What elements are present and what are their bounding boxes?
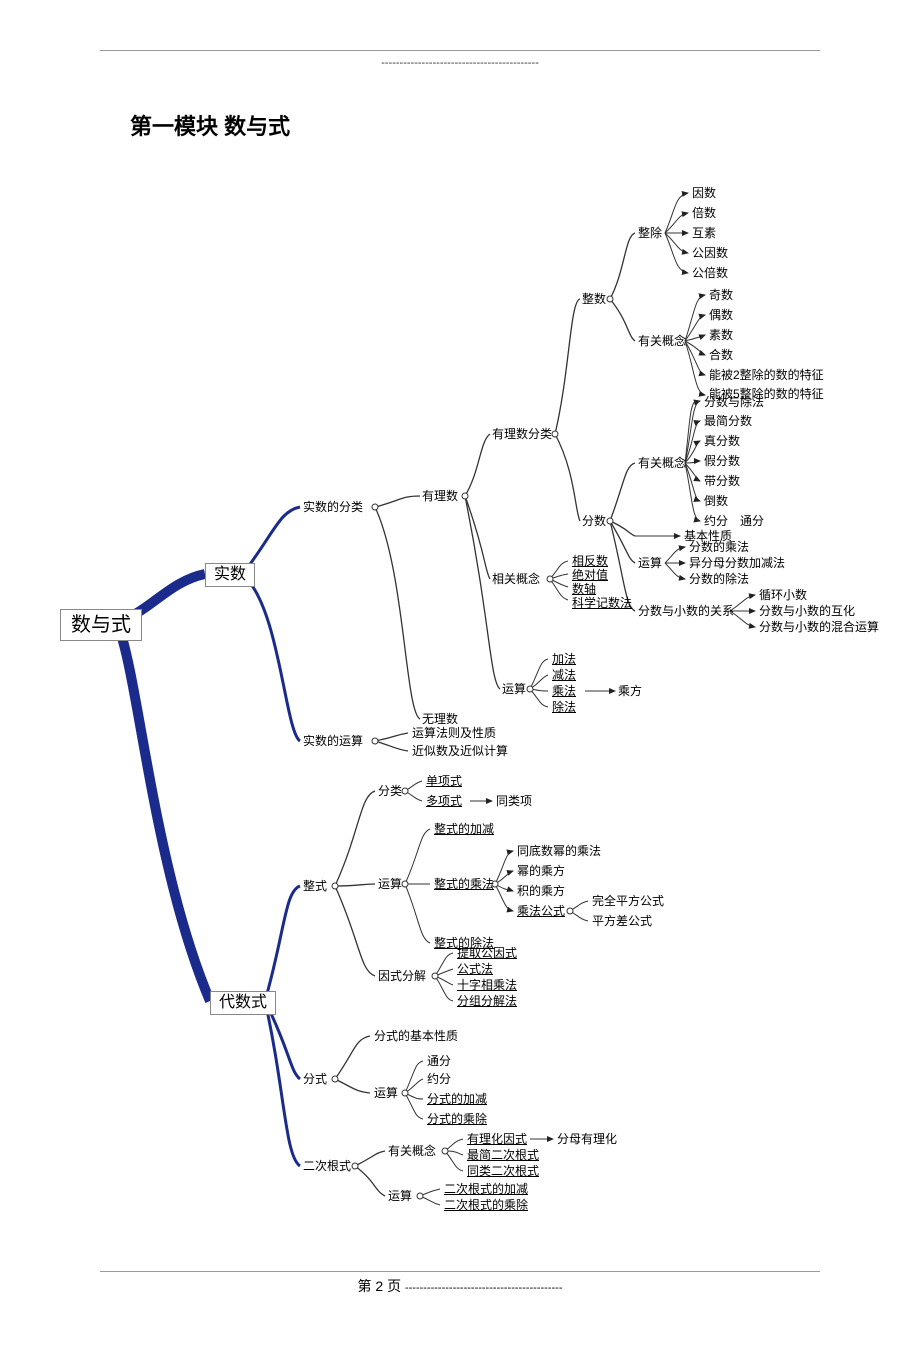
leaf-mul-formula: 乘法公式 — [517, 904, 565, 918]
leaf: 科学记数法 — [572, 596, 632, 610]
leaf: 减法 — [552, 668, 576, 682]
leaf: 幂的乘方 — [517, 864, 565, 878]
leaf: 互素 — [692, 226, 716, 240]
leaf: 通分 — [427, 1054, 451, 1068]
node-real-classify: 实数的分类 — [303, 500, 363, 514]
leaf: 同底数幂的乘法 — [517, 844, 601, 858]
leaf: 数轴 — [572, 582, 596, 596]
leaf: 十字相乘法 — [457, 978, 517, 992]
leaf: 假分数 — [704, 454, 740, 468]
leaf: 乘法 — [552, 684, 576, 698]
leaf: 分数与除法 — [704, 395, 764, 409]
leaf: 分母有理化 — [557, 1132, 617, 1146]
leaf: 分组分解法 — [457, 994, 517, 1008]
page-label-prefix: 第 — [358, 1278, 376, 1294]
node-real: 实数 — [205, 563, 255, 587]
leaf: 合数 — [709, 348, 733, 362]
node-ercigenshi: 二次根式 — [303, 1159, 351, 1173]
top-dashes: ----------------------------------------… — [60, 57, 860, 69]
leaf: 同类项 — [496, 794, 532, 808]
page-label-suffix: 页 — [383, 1278, 401, 1294]
page-footer: 第 2 页 ----------------------------------… — [60, 1271, 860, 1296]
leaf: 通分 — [740, 514, 764, 528]
leaf: 能被2整除的数的特征 — [709, 368, 824, 382]
leaf: 约分 — [427, 1072, 451, 1086]
leaf: 运算法则及性质 — [412, 726, 496, 740]
node-ops: 运算 — [502, 682, 526, 696]
node-related: 相关概念 — [492, 572, 540, 586]
leaf: 平方差公式 — [592, 914, 652, 928]
leaf: 公式法 — [457, 962, 493, 976]
leaf: 异分母分数加减法 — [689, 556, 785, 570]
node-rational: 有理数 — [422, 489, 458, 503]
node-frac-dec: 分数与小数的关系 — [638, 604, 734, 618]
node-int-rel: 有关概念 — [638, 334, 686, 348]
leaf: 近似数及近似计算 — [412, 744, 508, 758]
leaf: 完全平方公式 — [592, 894, 664, 908]
leaf: 整式的加减 — [434, 822, 494, 836]
leaf: 加法 — [552, 652, 576, 666]
leaf: 分式的加减 — [427, 1092, 487, 1106]
leaf: 真分数 — [704, 434, 740, 448]
leaf: 循环小数 — [759, 588, 807, 602]
node-zhengshi: 整式 — [303, 879, 327, 893]
leaf: 多项式 — [426, 794, 462, 808]
leaf: 奇数 — [709, 288, 733, 302]
node-fs-basic: 分式的基本性质 — [374, 1029, 458, 1043]
leaf: 乘方 — [618, 684, 642, 698]
leaf: 约分 — [704, 514, 728, 528]
leaf: 除法 — [552, 700, 576, 714]
leaf: 积的乘方 — [517, 884, 565, 898]
leaf: 公因数 — [692, 246, 728, 260]
root-node: 数与式 — [60, 609, 142, 641]
leaf: 素数 — [709, 328, 733, 342]
leaf: 倒数 — [704, 494, 728, 508]
leaf: 相反数 — [572, 554, 608, 568]
node-int: 整数 — [582, 292, 606, 306]
node-frac: 分数 — [582, 514, 606, 528]
node-fs-ops: 运算 — [374, 1086, 398, 1100]
leaf: 公倍数 — [692, 266, 728, 280]
leaf: 有理化因式 — [467, 1132, 527, 1146]
leaf: 带分数 — [704, 474, 740, 488]
node-frac-ops: 运算 — [638, 556, 662, 570]
node-real-calc: 实数的运算 — [303, 734, 363, 748]
leaf: 分数与小数的混合运算 — [759, 620, 879, 634]
leaf: 最简二次根式 — [467, 1148, 539, 1162]
node-rt-concept: 有关概念 — [388, 1144, 436, 1158]
node-zs-classify: 分类 — [378, 784, 402, 798]
node-frac-rel: 有关概念 — [638, 456, 686, 470]
mindmap: 数与式 实数 代数式 实数的分类 实数的运算 有理数 无理数 有理数分类 相关概… — [60, 171, 860, 1251]
footer-dashes: ----------------------------------------… — [405, 1282, 563, 1294]
node-fenshi: 分式 — [303, 1072, 327, 1086]
node-zs-ops: 运算 — [378, 877, 402, 891]
leaf: 分数的乘法 — [689, 540, 749, 554]
leaf: 二次根式的乘除 — [444, 1198, 528, 1212]
page-title: 第一模块 数与式 — [130, 109, 860, 141]
leaf: 同类二次根式 — [467, 1164, 539, 1178]
leaf: 分式的乘除 — [427, 1112, 487, 1126]
node-zs-factor: 因式分解 — [378, 969, 426, 983]
leaf: 绝对值 — [572, 568, 608, 582]
node-int-div: 整除 — [638, 226, 662, 240]
node-rational-classify: 有理数分类 — [492, 427, 552, 441]
node-rt-ops: 运算 — [388, 1189, 412, 1203]
leaf: 二次根式的加减 — [444, 1182, 528, 1196]
node-algebra: 代数式 — [210, 991, 276, 1015]
leaf: 单项式 — [426, 774, 462, 788]
leaf: 最简分数 — [704, 414, 752, 428]
leaf: 偶数 — [709, 308, 733, 322]
leaf: 分数的除法 — [689, 572, 749, 586]
leaf: 因数 — [692, 186, 716, 200]
leaf-zs-mul: 整式的乘法 — [434, 877, 494, 891]
node-irrational: 无理数 — [422, 712, 458, 726]
leaf: 分数与小数的互化 — [759, 604, 855, 618]
leaf: 提取公因式 — [457, 946, 517, 960]
leaf: 倍数 — [692, 206, 716, 220]
